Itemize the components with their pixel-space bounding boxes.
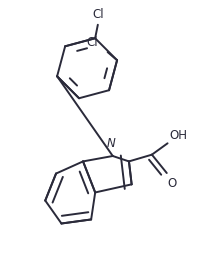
Text: OH: OH <box>169 129 187 142</box>
Text: Cl: Cl <box>86 36 98 50</box>
Text: O: O <box>167 177 177 190</box>
Text: Cl: Cl <box>92 8 104 21</box>
Text: N: N <box>107 137 116 150</box>
